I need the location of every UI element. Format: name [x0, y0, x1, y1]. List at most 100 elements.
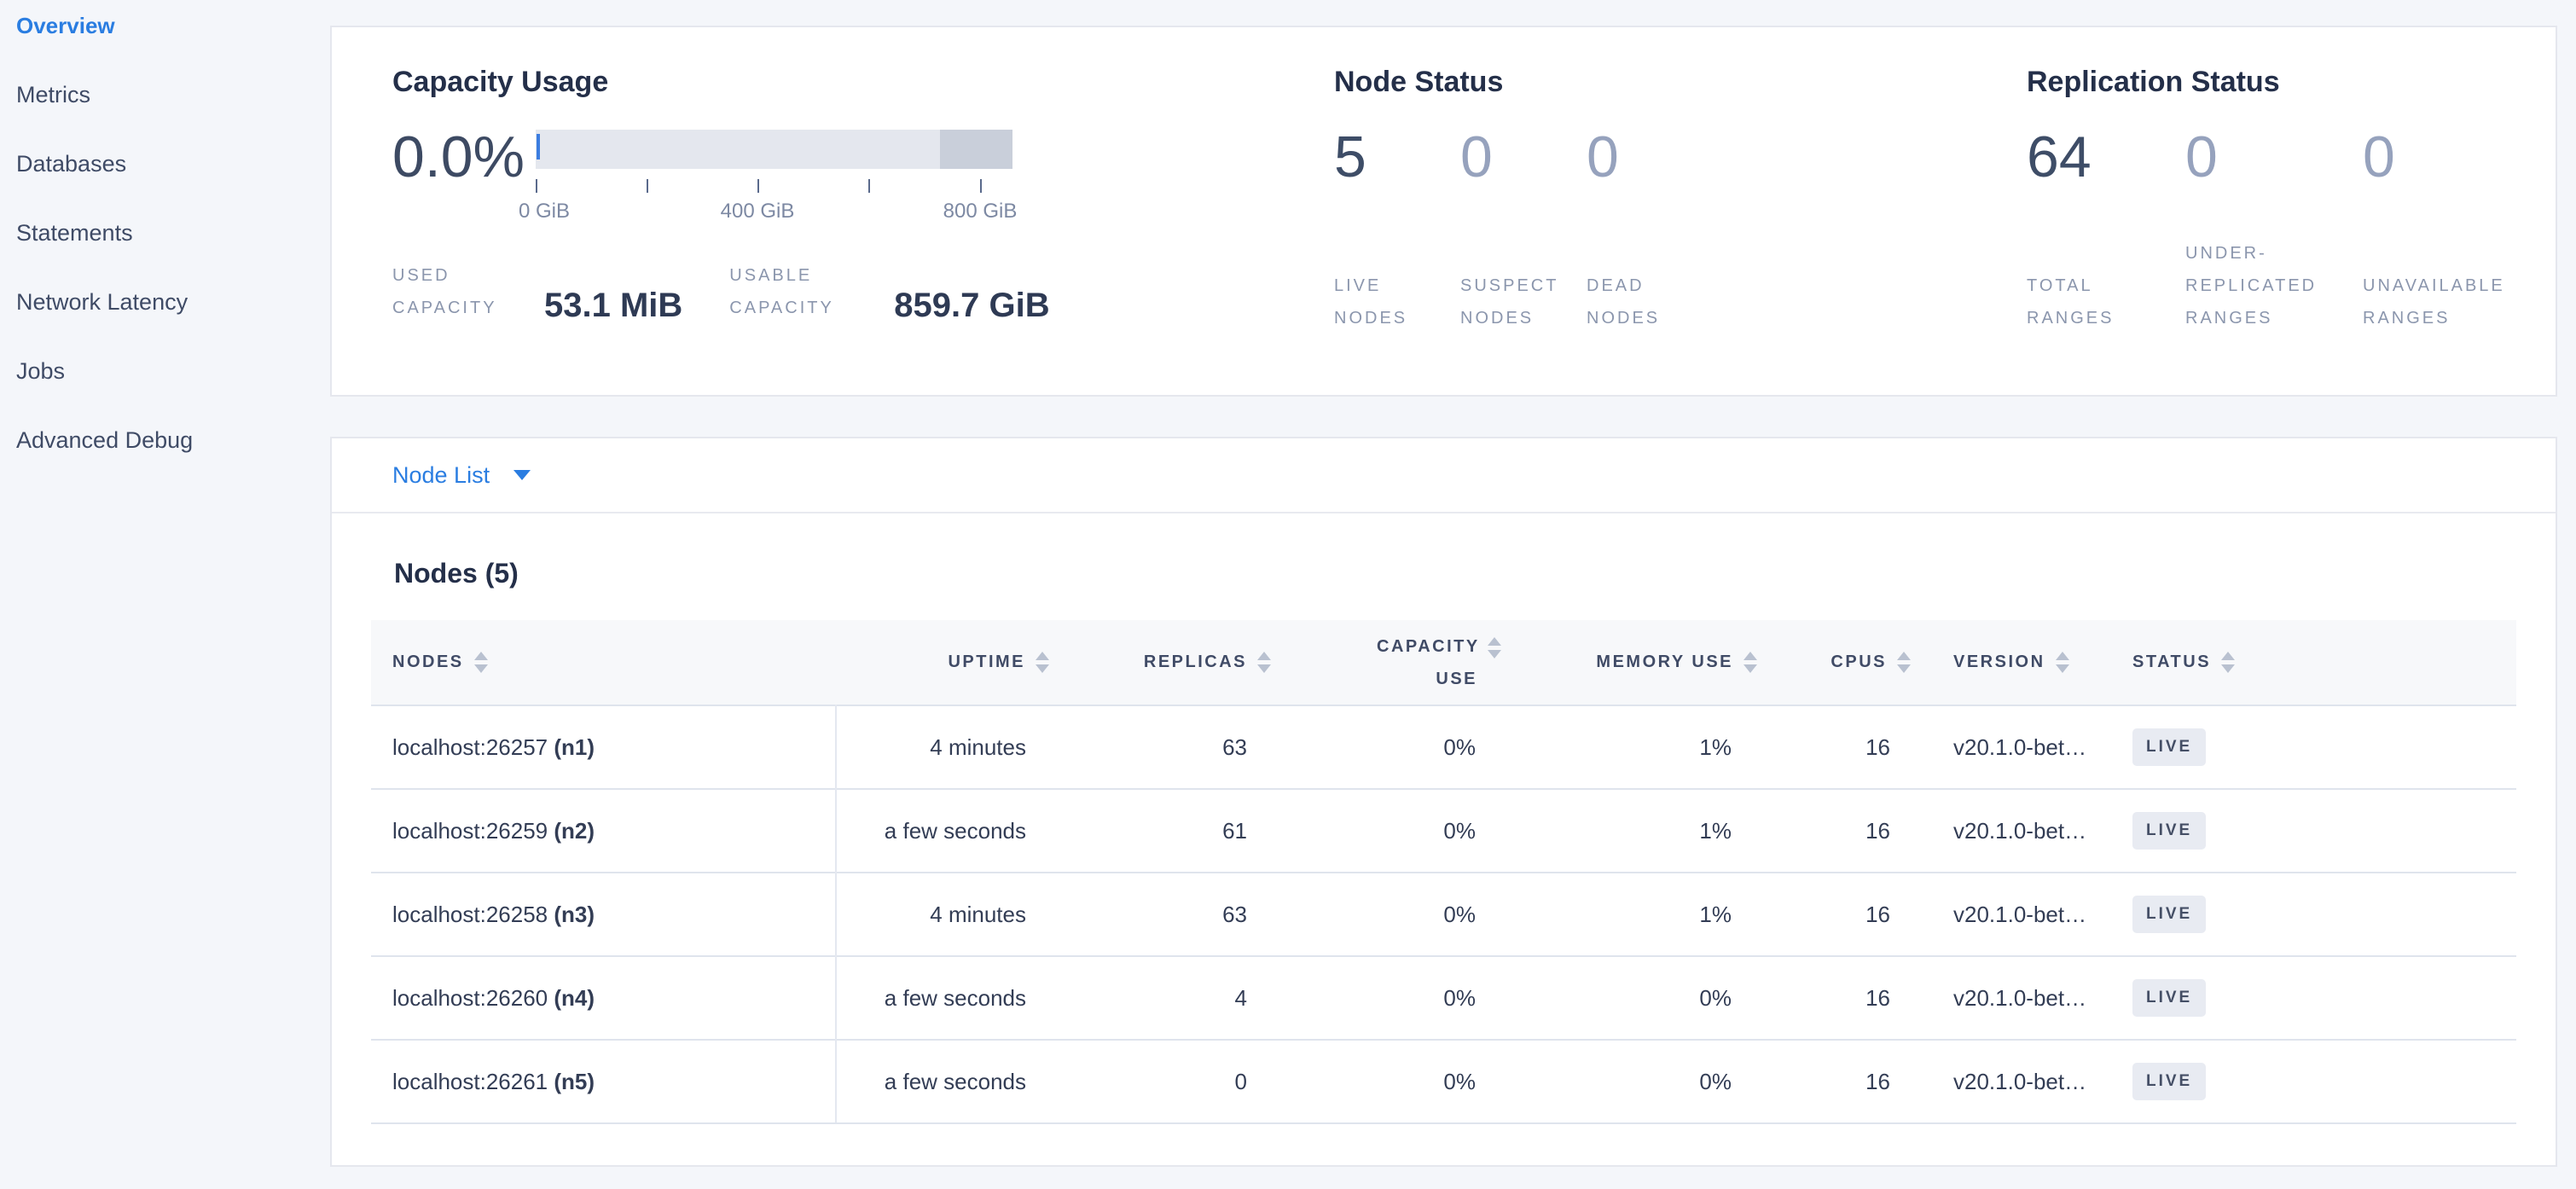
- sidebar-item-label: Metrics: [16, 82, 90, 107]
- node-address: localhost:26261 (n5): [371, 1039, 837, 1124]
- column-label: MEMORY USE: [1596, 652, 1733, 671]
- node-status-title: Node Status: [1334, 66, 1504, 98]
- column-header-memory-use[interactable]: MEMORY USE: [1501, 620, 1757, 705]
- node-host: localhost:26260: [392, 984, 548, 1011]
- sort-icon: [1743, 652, 1757, 673]
- column-header-cpus[interactable]: CPUS: [1757, 620, 1911, 705]
- suspect-nodes-stat: 0 SUSPECT NODES: [1460, 128, 1587, 334]
- column-label: UPTIME: [948, 652, 1025, 671]
- node-replicas: 0: [1049, 1039, 1271, 1124]
- column-header-nodes[interactable]: NODES: [371, 620, 836, 705]
- column-label: CPUS: [1830, 652, 1887, 671]
- capacity-bar-track: [536, 130, 1012, 169]
- under-replicated-ranges-value: 0: [2185, 125, 2218, 189]
- table-row-node-1[interactable]: localhost:26257 (n1) 4 minutes 63 0% 1% …: [371, 705, 2516, 789]
- node-uptime: 4 minutes: [836, 872, 1049, 956]
- capacity-stats: USED CAPACITY 53.1 MiB USABLE CAPACITY 8…: [392, 259, 1050, 324]
- sort-icon: [473, 652, 488, 673]
- sidebar-item-overview[interactable]: Overview: [0, 0, 330, 61]
- sidebar-item-label: Statements: [16, 220, 133, 246]
- node-replicas: 63: [1049, 872, 1271, 956]
- table-row-node-3[interactable]: localhost:26258 (n3) 4 minutes 63 0% 1% …: [371, 872, 2516, 956]
- sidebar-item-advanced-debug[interactable]: Advanced Debug: [0, 406, 330, 475]
- sidebar-item-label: Advanced Debug: [16, 427, 194, 453]
- node-version: v20.1.0-bet…: [1911, 872, 2107, 956]
- column-header-capacity-use[interactable]: CAPACITY USE: [1271, 620, 1501, 705]
- sort-icon: [2221, 652, 2236, 673]
- sort-icon: [1897, 652, 1911, 673]
- node-memory-use: 0%: [1501, 1039, 1757, 1124]
- status-badge: LIVE: [2132, 728, 2207, 766]
- dead-nodes-label: DEAD NODES: [1587, 276, 1661, 328]
- capacity-usage-title: Capacity Usage: [392, 66, 609, 98]
- status-badge: LIVE: [2132, 1063, 2207, 1100]
- capacity-bar: 0 GiB 400 GiB 800 GiB: [519, 130, 1017, 225]
- node-id: (n5): [554, 1068, 595, 1094]
- node-capacity-use: 0%: [1271, 955, 1501, 1040]
- chevron-down-icon: [513, 470, 531, 480]
- column-label: STATUS: [2132, 652, 2212, 671]
- node-cpus: 16: [1757, 788, 1911, 873]
- table-row-node-5[interactable]: localhost:26261 (n5) a few seconds 0 0% …: [371, 1039, 2516, 1124]
- table-header-row: NODES UPTIME REPLICAS CAPACITY USE MEMOR…: [371, 620, 2516, 705]
- node-uptime: a few seconds: [836, 955, 1049, 1040]
- node-list-dropdown[interactable]: Node List: [332, 438, 2556, 513]
- sidebar-item-label: Jobs: [16, 358, 66, 384]
- suspect-nodes-value: 0: [1460, 125, 1493, 189]
- sidebar-item-jobs[interactable]: Jobs: [0, 337, 330, 406]
- node-memory-use: 0%: [1501, 955, 1757, 1040]
- capacity-used-percent: 0.0%: [392, 125, 525, 189]
- node-memory-use: 1%: [1501, 872, 1757, 956]
- node-capacity-use: 0%: [1271, 1039, 1501, 1124]
- node-version: v20.1.0-bet…: [1911, 955, 2107, 1040]
- cluster-summary-card: Capacity Usage 0.0% 0 GiB 400 GiB 800 Gi…: [330, 26, 2557, 397]
- column-header-status[interactable]: STATUS: [2107, 620, 2516, 705]
- node-status-section: Node Status: [1334, 66, 1503, 99]
- node-host: localhost:26257: [392, 734, 548, 760]
- node-replicas: 4: [1049, 955, 1271, 1040]
- total-ranges-value: 64: [2027, 125, 2092, 189]
- status-badge: LIVE: [2132, 979, 2207, 1017]
- node-id: (n2): [554, 817, 595, 844]
- column-header-version[interactable]: VERSION: [1911, 620, 2107, 705]
- total-ranges-label: TOTAL RANGES: [2027, 276, 2115, 328]
- node-cpus: 16: [1757, 955, 1911, 1040]
- status-badge: LIVE: [2132, 896, 2207, 933]
- live-nodes-stat: 5 LIVE NODES: [1334, 128, 1460, 334]
- node-capacity-use: 0%: [1271, 872, 1501, 956]
- sidebar-item-statements[interactable]: Statements: [0, 199, 330, 268]
- column-label: CAPACITY USE: [1377, 636, 1480, 688]
- node-id: (n4): [554, 984, 595, 1011]
- capacity-bar-other-segment: [940, 130, 1012, 169]
- node-status-cell: LIVE: [2107, 872, 2516, 956]
- node-replicas: 63: [1049, 705, 1271, 789]
- node-address: localhost:26259 (n2): [371, 788, 837, 873]
- node-status-cell: LIVE: [2107, 955, 2516, 1040]
- total-ranges-stat: 64 TOTAL RANGES: [2027, 128, 2185, 334]
- live-nodes-label: LIVE NODES: [1334, 276, 1408, 328]
- table-row-node-4[interactable]: localhost:26260 (n4) a few seconds 4 0% …: [371, 955, 2516, 1040]
- replication-status-stats: 64 TOTAL RANGES 0 UNDER-REPLICATED RANGE…: [2027, 128, 2529, 334]
- sidebar-item-metrics[interactable]: Metrics: [0, 61, 330, 130]
- table-row-node-2[interactable]: localhost:26259 (n2) a few seconds 61 0%…: [371, 788, 2516, 873]
- node-host: localhost:26261: [392, 1068, 548, 1094]
- axis-label-400gib: 400 GiB: [720, 200, 795, 223]
- node-capacity-use: 0%: [1271, 705, 1501, 789]
- dead-nodes-stat: 0 DEAD NODES: [1587, 128, 1713, 334]
- column-header-uptime[interactable]: UPTIME: [836, 620, 1049, 705]
- sidebar-item-label: Databases: [16, 151, 127, 177]
- column-header-replicas[interactable]: REPLICAS: [1049, 620, 1271, 705]
- node-uptime: 4 minutes: [836, 705, 1049, 789]
- usable-capacity-value: 859.7 GiB: [894, 287, 1050, 324]
- sidebar-item-network-latency[interactable]: Network Latency: [0, 268, 330, 337]
- usable-capacity-label: USABLE CAPACITY: [729, 266, 834, 317]
- dead-nodes-value: 0: [1587, 125, 1619, 189]
- node-list-card: Node List Nodes (5) NODES UPTIME REPLIC: [330, 437, 2557, 1167]
- under-replicated-ranges-label: UNDER-REPLICATED RANGES: [2185, 244, 2318, 328]
- node-memory-use: 1%: [1501, 705, 1757, 789]
- used-capacity-value: 53.1 MiB: [544, 287, 683, 324]
- sidebar-item-databases[interactable]: Databases: [0, 130, 330, 199]
- node-status-cell: LIVE: [2107, 788, 2516, 873]
- node-memory-use: 1%: [1501, 788, 1757, 873]
- used-capacity-label: USED CAPACITY: [392, 266, 497, 317]
